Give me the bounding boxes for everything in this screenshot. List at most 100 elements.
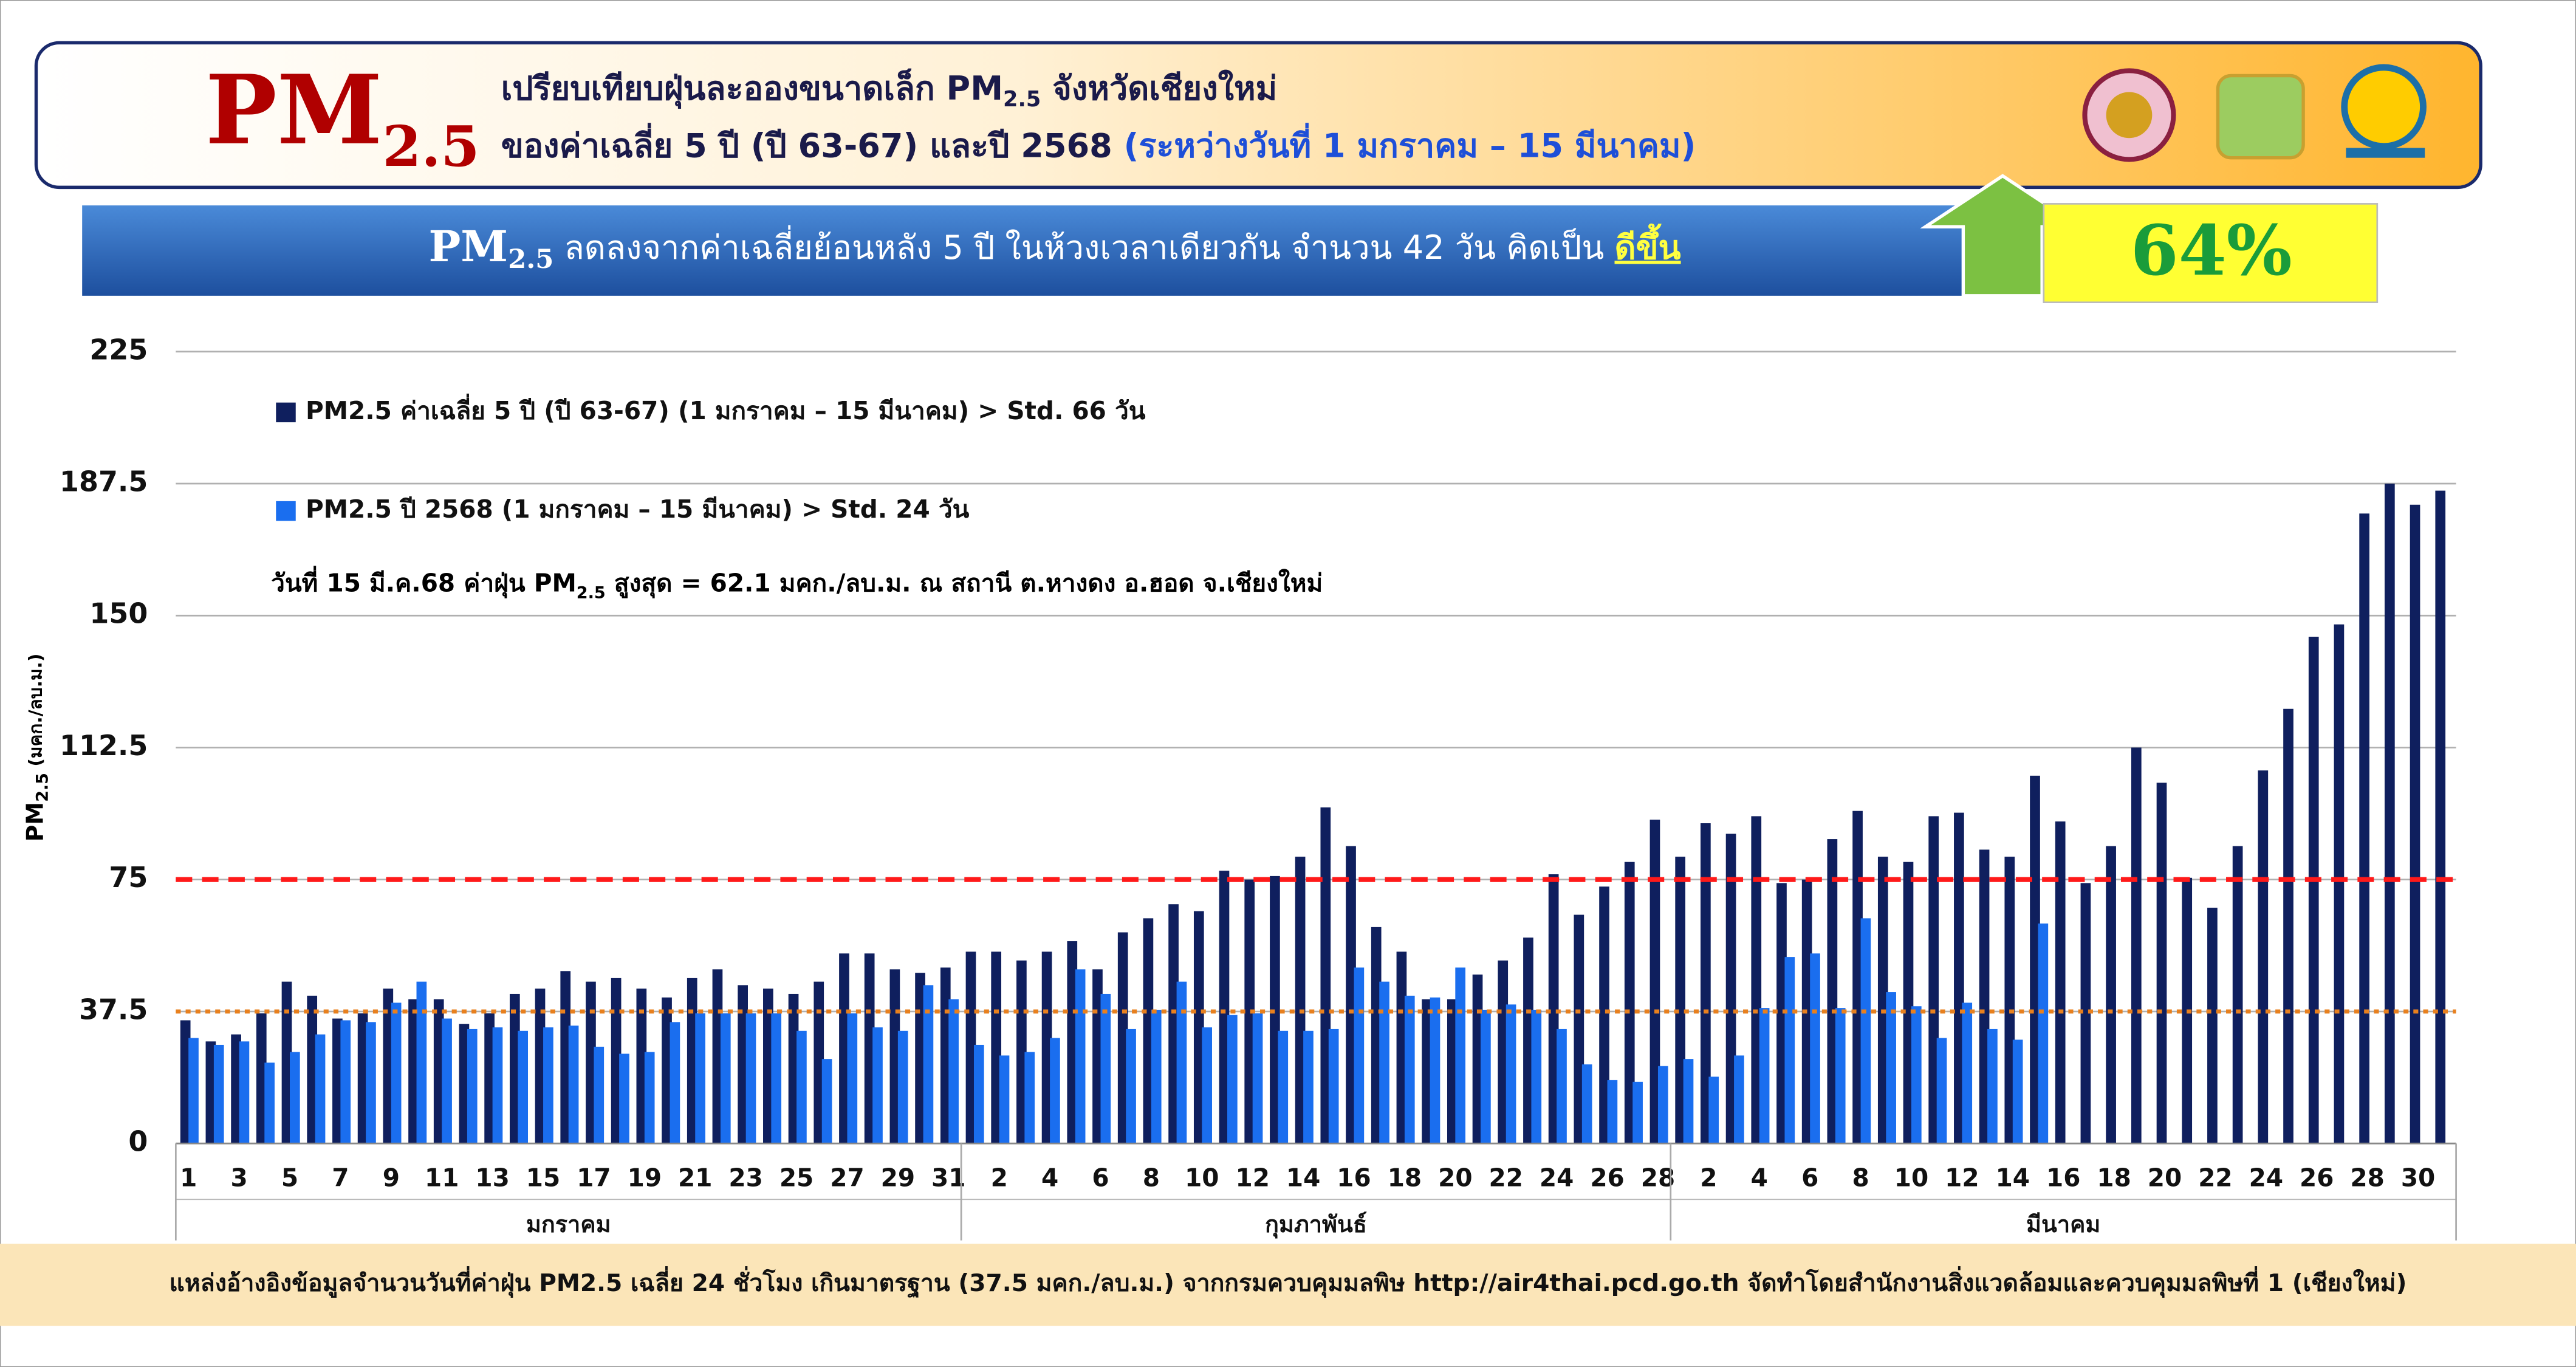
bar bbox=[1193, 911, 1204, 1144]
x-tick-label: 8 bbox=[1852, 1163, 1869, 1193]
bar bbox=[1581, 1064, 1592, 1144]
bar bbox=[1075, 969, 1086, 1144]
bar bbox=[213, 1044, 224, 1144]
logos bbox=[2082, 64, 2427, 162]
bar bbox=[2004, 857, 2015, 1144]
bar bbox=[442, 1018, 452, 1144]
bar bbox=[1176, 981, 1187, 1144]
legend-swatch bbox=[276, 402, 296, 423]
x-tick-label: 4 bbox=[1041, 1163, 1058, 1193]
bar bbox=[1354, 967, 1365, 1144]
bar bbox=[611, 978, 622, 1144]
bar bbox=[1168, 904, 1179, 1144]
bar bbox=[814, 981, 824, 1144]
logo-main: PM bbox=[205, 54, 383, 166]
y-tick-label: 225 bbox=[89, 333, 148, 366]
annotation-sub: 2.5 bbox=[577, 583, 606, 602]
bar bbox=[1903, 862, 1914, 1144]
y-label-part: PM bbox=[21, 802, 48, 841]
x-tick-label: 1 bbox=[180, 1163, 197, 1193]
bar bbox=[1041, 951, 1052, 1144]
x-tick-label: 28 bbox=[1641, 1163, 1675, 1193]
bar bbox=[366, 1022, 376, 1144]
bar bbox=[1725, 834, 1736, 1144]
bar bbox=[670, 1022, 680, 1144]
bar bbox=[1117, 932, 1128, 1144]
bar bbox=[1835, 1008, 1846, 1144]
bar bbox=[662, 997, 672, 1144]
bar bbox=[1607, 1080, 1618, 1144]
bar bbox=[2156, 783, 2167, 1144]
month-label: มกราคม bbox=[526, 1211, 611, 1238]
banner-sub: 2.5 bbox=[508, 244, 553, 275]
bar bbox=[1877, 857, 1888, 1144]
bar bbox=[948, 999, 959, 1144]
bar bbox=[1067, 941, 1078, 1144]
bar bbox=[408, 999, 419, 1144]
bar bbox=[796, 1030, 807, 1144]
bar bbox=[1683, 1059, 1694, 1144]
x-tick-label: 5 bbox=[281, 1163, 298, 1193]
bar bbox=[1346, 846, 1356, 1144]
banner-improved: ดีขึ้น bbox=[1615, 224, 1681, 267]
bar bbox=[180, 1020, 191, 1144]
bar bbox=[2384, 484, 2395, 1144]
bar bbox=[289, 1052, 300, 1144]
bar bbox=[1024, 1052, 1035, 1144]
bar bbox=[1404, 995, 1415, 1144]
legend-label: PM2.5 ค่าเฉลี่ย 5 ปี (ปี 63-67) (1 มกราค… bbox=[306, 393, 1146, 425]
banner-part: ลดลงจากค่าเฉลี่ยย้อนหลัง 5 ปี ในห้วงเวลา… bbox=[553, 225, 1614, 267]
y-label-sub: 2.5 bbox=[33, 773, 52, 802]
bar bbox=[518, 1030, 529, 1144]
x-tick-label: 24 bbox=[2249, 1163, 2283, 1193]
bar bbox=[1954, 812, 1964, 1144]
bar bbox=[1523, 937, 1533, 1144]
banner-pm: PM bbox=[428, 221, 508, 272]
x-tick-label: 15 bbox=[526, 1163, 560, 1193]
bar bbox=[1498, 960, 1509, 1144]
bar bbox=[788, 993, 799, 1144]
x-tick-label: 23 bbox=[728, 1163, 762, 1193]
title-sub: 2.5 bbox=[1003, 87, 1041, 112]
bar bbox=[307, 995, 318, 1144]
bar bbox=[2080, 883, 2091, 1144]
bar bbox=[2435, 490, 2446, 1144]
bar bbox=[1708, 1077, 1719, 1144]
bar bbox=[1574, 914, 1584, 1144]
bar bbox=[1455, 967, 1466, 1144]
up-arrow bbox=[1920, 174, 2086, 298]
bar bbox=[509, 993, 520, 1144]
x-tick-label: 16 bbox=[2046, 1163, 2080, 1193]
bar bbox=[1886, 992, 1896, 1144]
x-tick-label: 14 bbox=[1996, 1163, 2030, 1193]
x-tick-label: 11 bbox=[425, 1163, 459, 1193]
bar bbox=[1759, 1008, 1770, 1144]
logo-emblem bbox=[2216, 74, 2305, 160]
bar bbox=[1936, 1038, 1947, 1144]
bar bbox=[1422, 999, 1432, 1144]
x-tick-label: 3 bbox=[230, 1163, 247, 1193]
bar bbox=[2359, 513, 2369, 1144]
x-tick-label: 29 bbox=[881, 1163, 915, 1193]
x-tick-label: 6 bbox=[1801, 1163, 1818, 1193]
bar bbox=[1278, 1030, 1289, 1144]
bar bbox=[2308, 636, 2319, 1144]
bar bbox=[535, 988, 546, 1144]
x-tick-label: 28 bbox=[2350, 1163, 2384, 1193]
bar bbox=[1557, 1029, 1567, 1144]
x-tick-label: 17 bbox=[577, 1163, 611, 1193]
bar bbox=[720, 1013, 731, 1144]
x-tick-label: 21 bbox=[678, 1163, 712, 1193]
y-label-part: (มคก./ลบ.ม.) bbox=[25, 654, 46, 773]
bar bbox=[543, 1027, 553, 1144]
bar bbox=[2283, 708, 2293, 1144]
title-line1: เปรียบเทียบฝุ่นละอองขนาดเล็ก PM2.5 จังหว… bbox=[501, 68, 1278, 112]
bar bbox=[2012, 1040, 2023, 1144]
bar bbox=[1151, 1010, 1162, 1144]
bar bbox=[2258, 770, 2269, 1144]
annotation-part: สูงสุด = 62.1 มคก./ลบ.ม. ณ สถานี ต.หางดง… bbox=[606, 569, 1323, 599]
bar bbox=[897, 1030, 908, 1144]
bar bbox=[264, 1062, 275, 1144]
bar bbox=[839, 953, 849, 1144]
bar bbox=[1928, 816, 1939, 1144]
